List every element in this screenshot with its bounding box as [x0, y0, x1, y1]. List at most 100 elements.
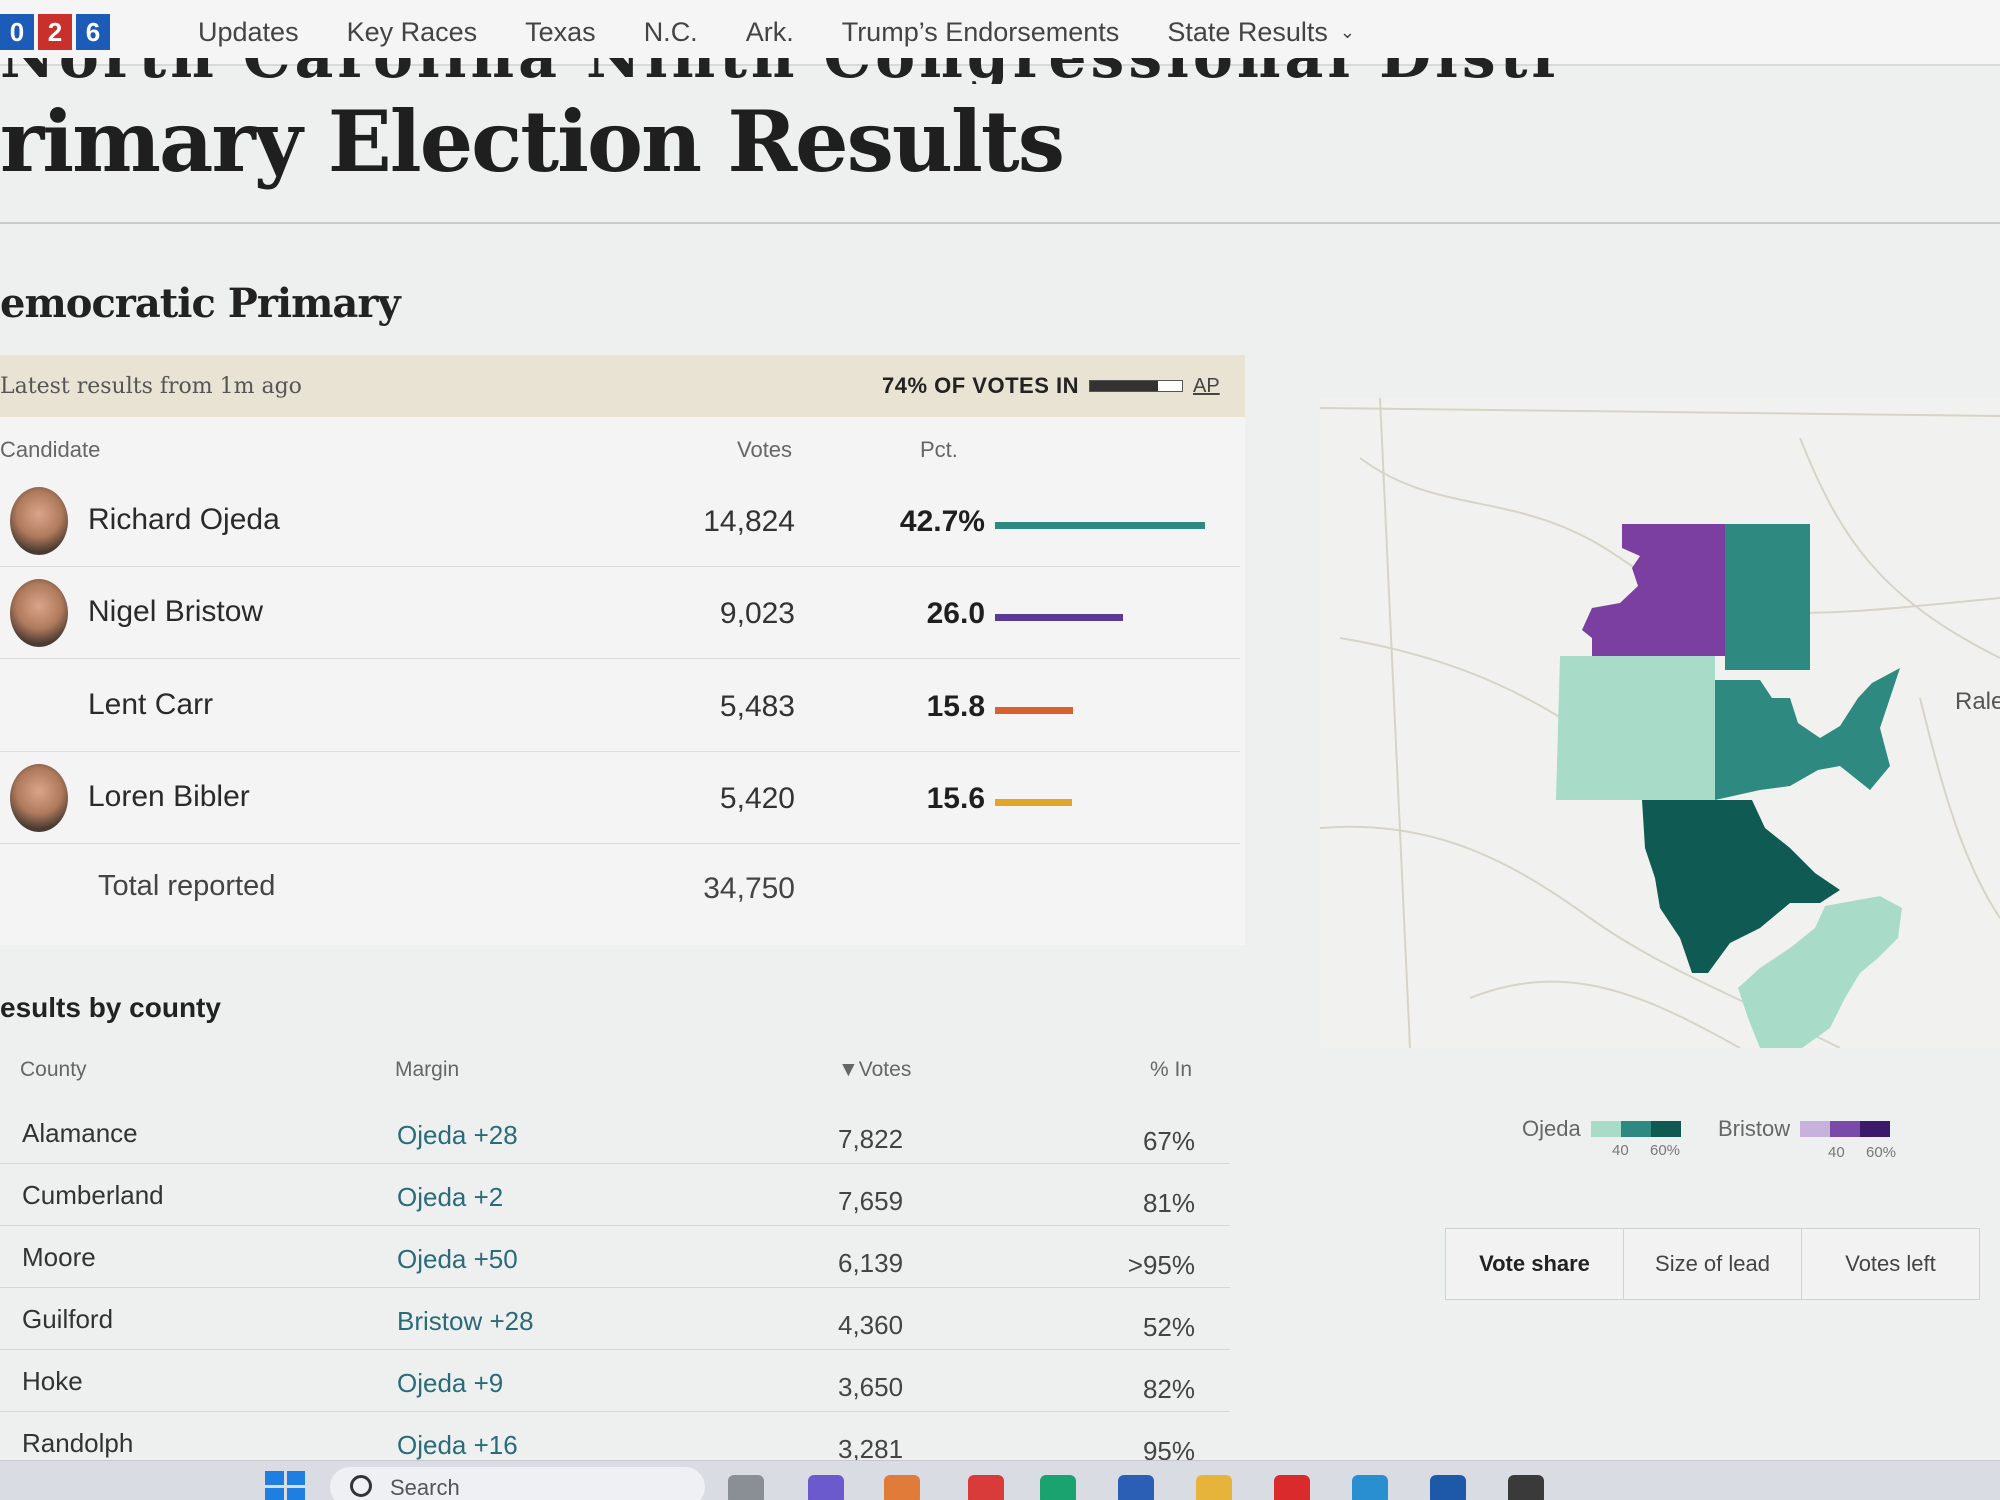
county-margin: Ojeda +9: [397, 1368, 504, 1398]
nav-trump-endorsements[interactable]: Trump’s Endorsements: [841, 16, 1120, 47]
legend-swatch: [1860, 1121, 1891, 1137]
legend-tick: 60%: [1866, 1144, 1897, 1161]
search-icon: [350, 1475, 372, 1497]
notification-icon[interactable]: [968, 1475, 1004, 1500]
candidate-name: Lent Carr: [88, 688, 214, 721]
app-icon[interactable]: [1352, 1475, 1388, 1500]
nav-state-results[interactable]: State Results ⌄: [1167, 17, 1355, 48]
county-margin: Ojeda +28: [397, 1120, 518, 1150]
county-votes: 4,360: [838, 1310, 904, 1340]
toggle-vote-share[interactable]: Vote share: [1446, 1229, 1624, 1299]
candidate-pct: 15.6: [926, 782, 985, 815]
taskbar-search[interactable]: Search: [330, 1467, 705, 1500]
legend-tick: 40: [1612, 1142, 1629, 1159]
county-moore[interactable]: [1642, 800, 1840, 973]
candidate-photo: [10, 764, 68, 832]
site-logo[interactable]: 0 2 6: [0, 14, 114, 50]
app-icon[interactable]: [1118, 1475, 1154, 1500]
candidate-row[interactable]: Richard Ojeda 14,824 42.7%: [0, 475, 1240, 567]
nav-updates[interactable]: Updates: [198, 16, 299, 47]
county-votes: 7,822: [838, 1124, 904, 1154]
header-pct-in[interactable]: % In: [1150, 1058, 1193, 1081]
county-row[interactable]: Cumberland Ojeda +2 7,659 81%: [0, 1164, 1230, 1226]
nav-state-results-label: State Results: [1167, 16, 1328, 47]
total-row: Total reported 34,750: [0, 840, 1240, 940]
toggle-votes-left[interactable]: Votes left: [1845, 1251, 1936, 1276]
header-county[interactable]: County: [20, 1058, 87, 1081]
candidate-photo: [10, 579, 68, 647]
county-margin: Ojeda +16: [397, 1430, 518, 1460]
candidate-row[interactable]: Lent Carr 5,483 15.8: [0, 660, 1240, 752]
header-votes[interactable]: Votes: [737, 437, 793, 462]
chevron-down-icon: ⌄: [1339, 21, 1355, 42]
county-votes: 7,659: [838, 1186, 904, 1216]
votes-in-progress-fill: [1090, 381, 1159, 391]
county-randolph[interactable]: [1556, 656, 1715, 800]
app-icon[interactable]: [808, 1475, 844, 1500]
county-east-teal[interactable]: [1715, 668, 1900, 800]
legend-swatch: [1590, 1121, 1621, 1137]
taskbar-search-placeholder: Search: [390, 1475, 460, 1500]
nav-ark[interactable]: Ark.: [745, 16, 794, 47]
legend-ojeda: Ojeda: [1522, 1116, 1681, 1142]
cropped-headline-text: North Carolina Ninth Congressional Distr…: [0, 58, 1560, 84]
candidate-row[interactable]: Loren Bibler 5,420 15.6: [0, 752, 1240, 844]
os-taskbar: Search: [0, 1460, 2000, 1500]
county-margin: Ojeda +2: [397, 1182, 504, 1212]
candidate-row[interactable]: Nigel Bristow 9,023 26.0: [0, 567, 1240, 659]
source-link[interactable]: AP: [1193, 374, 1220, 397]
header-pct[interactable]: Pct.: [920, 437, 958, 462]
nav-key-races[interactable]: Key Races: [346, 16, 478, 47]
legend-tick: 40: [1828, 1144, 1845, 1161]
app-icon[interactable]: [1508, 1475, 1544, 1500]
map-svg: [1319, 397, 2000, 1049]
votes-in-indicator: 74% OF VOTES IN AP: [882, 355, 1220, 417]
candidate-pct-bar: [995, 522, 1205, 529]
nav-nc[interactable]: N.C.: [643, 16, 698, 47]
results-status-bar: Latest results from 1m ago 74% OF VOTES …: [0, 355, 1245, 417]
county-guilford[interactable]: [1582, 524, 1725, 656]
county-row[interactable]: Hoke Ojeda +9 3,650 82%: [0, 1350, 1230, 1412]
county-votes: 3,281: [838, 1434, 904, 1464]
county-votes: 6,139: [838, 1248, 904, 1278]
county-row[interactable]: Moore Ojeda +50 6,139 >95%: [0, 1226, 1230, 1288]
cropped-headline: North Carolina Ninth Congressional Distr…: [0, 58, 1560, 84]
app-icon[interactable]: [884, 1475, 920, 1500]
candidate-pct: 26.0: [926, 597, 985, 630]
toggle-size-of-lead[interactable]: Size of lead: [1624, 1229, 1802, 1299]
county-name: Guilford: [22, 1304, 114, 1334]
header-county-votes[interactable]: ▼Votes: [838, 1058, 912, 1081]
logo-digit: 6: [76, 14, 110, 50]
county-row[interactable]: Guilford Bristow +28 4,360 52%: [0, 1288, 1230, 1350]
nav-texas[interactable]: Texas: [525, 16, 596, 47]
county-alamance[interactable]: [1725, 524, 1810, 670]
candidate-pct-bar: [995, 614, 1123, 621]
windows-start-icon[interactable]: [265, 1471, 305, 1500]
candidate-votes: 9,023: [719, 597, 795, 630]
candidate-votes: 5,483: [719, 690, 795, 723]
county-name: Alamance: [22, 1118, 138, 1148]
candidate-photo: [10, 487, 68, 555]
candidate-pct-bar: [995, 707, 1073, 714]
legend-name: Bristow: [1718, 1116, 1791, 1141]
map-city-label: Rale: [1955, 688, 2000, 715]
candidate-pct-bar: [995, 799, 1072, 806]
page-title: rimary Election Results: [0, 92, 1065, 191]
county-row[interactable]: Alamance Ojeda +28 7,822 67%: [0, 1102, 1230, 1164]
county-name: Hoke: [22, 1366, 83, 1396]
header-margin[interactable]: Margin: [395, 1058, 460, 1081]
task-view-icon[interactable]: [728, 1475, 764, 1500]
candidate-name: Loren Bibler: [88, 780, 250, 813]
district-map[interactable]: [1319, 397, 2000, 1049]
county-margin: Ojeda +50: [397, 1244, 518, 1274]
legend-tick: 60%: [1650, 1142, 1681, 1159]
browser-icon[interactable]: [1040, 1475, 1076, 1500]
county-cumberland[interactable]: [1738, 896, 1902, 1048]
folder-icon[interactable]: [1196, 1475, 1232, 1500]
app-icon[interactable]: [1274, 1475, 1310, 1500]
last-updated: Latest results from 1m ago: [0, 373, 302, 399]
county-pct-in: 52%: [1142, 1312, 1195, 1342]
app-icon[interactable]: [1430, 1475, 1466, 1500]
map-mode-toggle: Vote share Size of lead Votes left: [1445, 1228, 1980, 1300]
votes-in-progress: [1089, 380, 1183, 392]
